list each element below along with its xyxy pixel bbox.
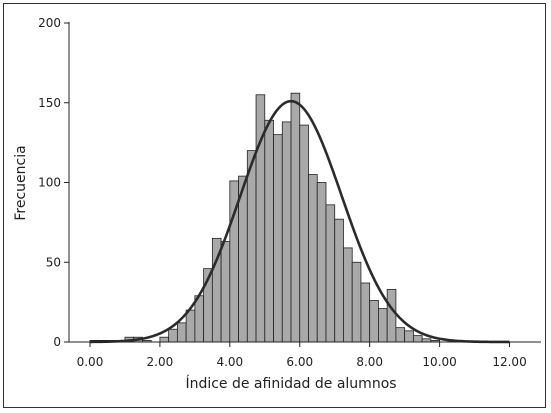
histogram-bar — [386, 288, 397, 343]
y-tick-label: 50 — [46, 255, 61, 269]
histogram-bar — [343, 247, 353, 343]
x-tick-label: 2.00 — [147, 355, 174, 369]
y-tick-label: 200 — [38, 16, 61, 30]
histogram-bar — [176, 322, 187, 343]
x-tick-label: 12.00 — [492, 355, 526, 369]
histogram-bar — [299, 124, 309, 343]
x-axis-ticks: 0.00 2.00 4.00 6.00 8.00 10.00 12.00 — [77, 342, 527, 369]
histogram-bars — [89, 92, 441, 343]
y-axis-title: Frecuencia — [13, 145, 29, 220]
histogram-bar — [159, 336, 170, 343]
histogram-bar — [308, 174, 318, 343]
x-tick-label: 6.00 — [286, 355, 313, 369]
y-tick-label: 150 — [38, 96, 61, 110]
x-tick-label: 10.00 — [422, 355, 456, 369]
histogram-bar — [273, 134, 283, 343]
histogram-bar — [351, 261, 362, 343]
histogram-bar — [316, 182, 327, 343]
histogram-bar — [395, 327, 406, 343]
histogram-bar — [290, 92, 301, 343]
histogram-bar — [412, 335, 423, 343]
histogram-bar — [369, 300, 379, 343]
histogram-bar — [281, 121, 292, 343]
x-tick-label: 4.00 — [216, 355, 243, 369]
histogram-bar — [325, 204, 336, 343]
histogram-bar — [185, 309, 196, 343]
histogram-bar — [334, 218, 344, 343]
y-tick-label: 100 — [38, 176, 61, 190]
histogram-bar — [220, 241, 231, 343]
histogram-bar — [404, 330, 414, 343]
normal-curve — [89, 99, 510, 344]
histogram-bar — [264, 119, 274, 343]
histogram-bar — [168, 328, 178, 343]
x-axis-title: Índice de afinidad de alumnos — [185, 375, 396, 392]
histogram-bar — [194, 295, 205, 343]
y-tick-label: 0 — [53, 335, 61, 349]
y-axis-ticks: 0 50 100 150 200 — [38, 16, 69, 349]
x-tick-label: 0.00 — [77, 355, 104, 369]
x-tick-label: 8.00 — [356, 355, 383, 369]
histogram-bar — [246, 150, 257, 343]
histogram-bar — [360, 282, 371, 343]
histogram-bar — [378, 308, 388, 343]
